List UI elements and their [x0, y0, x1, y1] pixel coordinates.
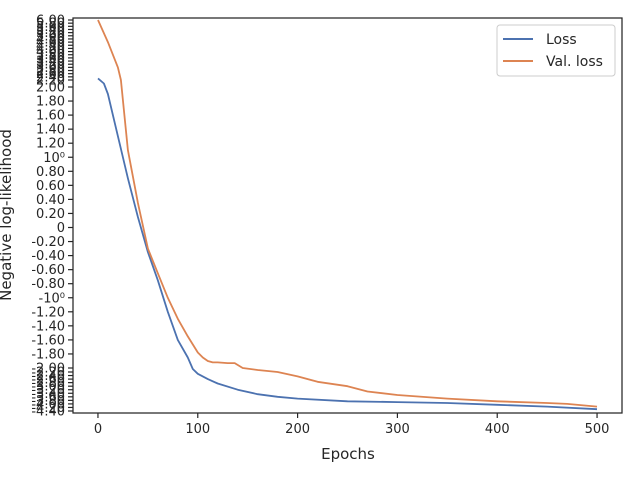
- y-tick-label-lower: -3.00: [31, 380, 65, 395]
- series-line-val-loss: [97, 19, 598, 408]
- legend-box: [496, 24, 616, 77]
- y-tick-label-linear: 0.80: [36, 165, 65, 180]
- y-tick-label-linear: 1.40: [36, 123, 65, 138]
- y-tick-label-linear: 10⁰: [43, 151, 65, 166]
- y-tick-label-linear: 0.60: [36, 179, 65, 194]
- y-tick-label-linear: -0.20: [31, 235, 65, 250]
- y-tick-label-lower: -2.60: [31, 373, 65, 388]
- y-tick-label-linear: -1.60: [31, 333, 65, 348]
- y-tick-label-upper: 2.60: [36, 67, 65, 82]
- y-tick-label-linear: -1.20: [31, 305, 65, 320]
- x-axis-label: Epochs: [321, 445, 375, 463]
- legend-label-loss: Loss: [546, 32, 577, 48]
- y-tick-label-upper: 5.40: [36, 23, 65, 38]
- y-tick-label-linear: 2.00: [36, 81, 65, 96]
- y-tick-label-linear: -0.60: [31, 263, 65, 278]
- y-tick-label-linear: 0.20: [36, 207, 65, 222]
- y-tick-label-upper: 3.20: [36, 58, 65, 73]
- plot-frame: [72, 17, 623, 414]
- y-tick-label-lower: -3.40: [31, 387, 65, 402]
- legend: Loss Val. loss: [496, 24, 616, 77]
- y-tick-label-upper: 5.00: [36, 29, 65, 44]
- y-tick-label-linear: 1.20: [36, 137, 65, 152]
- y-tick-label-upper: 4.20: [36, 42, 65, 57]
- y-tick-label-linear: -10⁰: [39, 291, 65, 306]
- y-tick-label-linear: -0.40: [31, 249, 65, 264]
- y-tick-label-lower: -4.40: [31, 405, 65, 420]
- y-tick-label-linear: 0: [57, 221, 65, 236]
- y-tick-label-upper: 5.20: [36, 26, 65, 41]
- x-tick-label: 400: [485, 422, 510, 437]
- y-tick-label-linear: -1.80: [31, 347, 65, 362]
- y-tick-label-upper: 3.40: [36, 55, 65, 70]
- y-tick-label-upper: 4.80: [36, 32, 65, 47]
- y-tick-label-lower: -3.20: [31, 383, 65, 398]
- y-tick-label-upper: 2.40: [36, 70, 65, 85]
- y-tick-label-linear: -1.40: [31, 319, 65, 334]
- y-tick-label-upper: 3.80: [36, 48, 65, 63]
- y-tick-label-linear: 1.80: [36, 95, 65, 110]
- y-tick-label-upper: 4.60: [36, 36, 65, 51]
- y-tick-label-upper: 3.60: [36, 51, 65, 66]
- x-tick-label: 500: [585, 422, 610, 437]
- x-tick-label: 0: [94, 422, 102, 437]
- y-tick-label-linear: -2.00: [31, 362, 65, 377]
- y-tick-label-upper: 5.60: [36, 20, 65, 35]
- y-tick-label-linear: 1.60: [36, 109, 65, 124]
- y-tick-label-lower: -3.80: [31, 394, 65, 409]
- y-tick-label-upper: 4.40: [36, 39, 65, 54]
- y-axis-label: Negative log-likelihood: [0, 129, 15, 301]
- y-tick-label-lower: -4.20: [31, 401, 65, 416]
- y-tick-label-upper: 3.00: [36, 61, 65, 76]
- y-tick-label-upper: 6.00: [36, 14, 65, 29]
- legend-label-val-loss: Val. loss: [546, 54, 603, 70]
- x-tick-label: 200: [285, 422, 310, 437]
- axis-ticks: 0 100 200 300 400 500 6.005.805.605.405.205.00…: [31, 14, 609, 438]
- y-tick-label-linear: -0.80: [31, 277, 65, 292]
- y-tick-label-upper: 2.80: [36, 64, 65, 79]
- y-tick-label-lower: -2.80: [31, 376, 65, 391]
- series-line-loss: [97, 77, 598, 411]
- plot-area: [97, 19, 598, 411]
- y-tick-label-linear: 0.40: [36, 193, 65, 208]
- y-tick-label-lower: -2.20: [31, 366, 65, 381]
- y-tick-label-upper: 2.20: [36, 74, 65, 89]
- y-tick-label-upper: 5.80: [36, 17, 65, 32]
- y-tick-label-lower: -2.40: [31, 369, 65, 384]
- x-tick-label: 300: [385, 422, 410, 437]
- y-tick-label-lower: -3.60: [31, 390, 65, 405]
- y-tick-label-upper: 4.00: [36, 45, 65, 60]
- y-tick-label-lower: -4.00: [31, 397, 65, 412]
- x-tick-label: 100: [185, 422, 210, 437]
